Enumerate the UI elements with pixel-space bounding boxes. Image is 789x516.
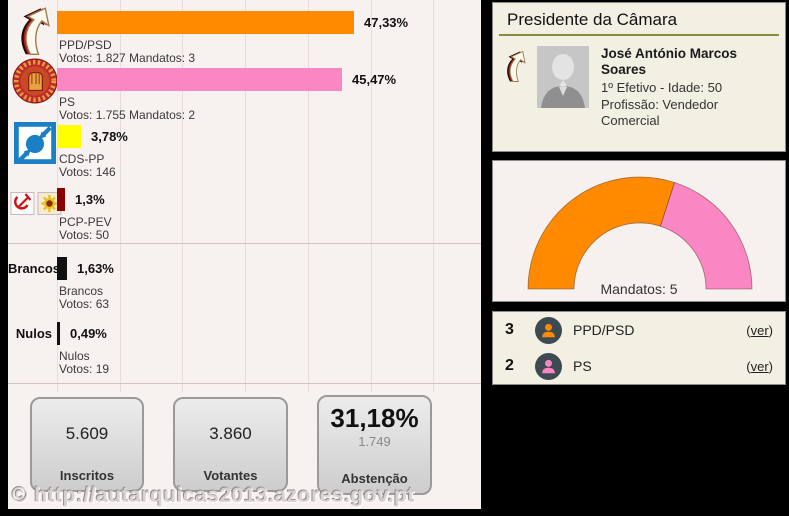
president-panel: Presidente da Câmara José António Marcos…: [492, 2, 786, 152]
donut-segment-ps: [659, 181, 753, 290]
mandates-count-ps: 2: [505, 357, 514, 374]
mandates-donut-chart: [520, 171, 760, 296]
candidate-name: José António Marcos Soares: [601, 46, 738, 78]
result-bar-pcp-pev: [57, 188, 65, 211]
gridline-40pct: [308, 0, 309, 392]
mandates-row-ppd-psd: 3 PPD/PSD (ver): [493, 312, 785, 348]
votes-nulos: Votos: 19: [59, 362, 110, 376]
mandates-total-label: Mandatos: 5: [600, 281, 678, 297]
cds-logo-icon: [14, 122, 56, 164]
pct-label-ps: 45,47%: [352, 72, 397, 87]
candidate-photo-placeholder: [537, 46, 589, 129]
party-name-cds-pp: CDS-PP: [59, 152, 105, 166]
pct-label-ppd-psd: 47,33%: [364, 15, 409, 30]
candidate-position: 1º Efetivo - Idade: 50: [601, 80, 723, 96]
result-bar-brancos: [57, 257, 67, 280]
party-name-pcp-pev: PCP-PEV: [59, 215, 112, 229]
gridline-30pct: [245, 0, 246, 392]
abstencao-label: Abstenção: [341, 471, 408, 486]
result-bar-cds-pp: [57, 125, 81, 148]
inscritos-box: 5.609 Inscritos: [30, 397, 144, 492]
psd-logo-icon: [499, 46, 533, 129]
mandates-count-ppd-psd: 3: [505, 321, 514, 338]
inscritos-label: Inscritos: [59, 468, 115, 483]
votes-brancos: Votos: 63: [59, 297, 110, 311]
mandates-gauge-panel: Mandatos: 5: [492, 160, 786, 302]
abstencao-box: 31,18% 1.749 Abstenção: [317, 395, 432, 495]
result-bar-nulos: [57, 322, 60, 345]
ps-logo-icon: [12, 58, 58, 104]
ver-link-ppd-psd[interactable]: (ver): [746, 322, 773, 338]
gridline-20pct: [182, 0, 183, 392]
votes-cds-pp: Votos: 146: [59, 165, 116, 179]
section-divider: [8, 383, 481, 384]
votes-ps: Votos: 1.755 Mandatos: 2: [59, 108, 196, 122]
votes-ppd-psd: Votos: 1.827 Mandatos: 3: [59, 51, 196, 65]
psd-logo-icon: [12, 6, 58, 57]
pct-label-cds-pp: 3,78%: [91, 129, 128, 144]
votantes-label: Votantes: [203, 468, 258, 483]
party-name-brancos: Brancos: [59, 284, 104, 298]
result-bar-ppd-psd: [57, 11, 354, 34]
pct-label-pcp-pev: 1,3%: [75, 192, 105, 207]
gridline-60pct: [433, 0, 434, 392]
votantes-box: 3.860 Votantes: [173, 397, 288, 492]
section-divider: [8, 243, 481, 244]
abstencao-count: 1.749: [358, 434, 391, 450]
mandates-row-ps: 2 PS (ver): [493, 348, 785, 384]
party-name-nulos: Nulos: [59, 349, 90, 363]
pcp-logo-icon: [10, 192, 63, 215]
abstencao-value: 31,18%: [330, 403, 419, 433]
mandates-list-panel: 3 PPD/PSD (ver) 2 PS (ver): [492, 311, 786, 385]
votes-pcp-pev: Votos: 50: [59, 228, 110, 242]
votantes-value: 3.860: [209, 423, 252, 443]
donut-segment-ppd-psd: [527, 176, 676, 290]
watermark: © http://autarquicas2013.azores.gov.pt: [12, 484, 415, 507]
candidate-profession: Profissão: Vendedor Comercial: [601, 96, 719, 128]
results-panel: 47,33% PPD/PSD Votos: 1.827 Mandatos: 3 45…: [8, 0, 481, 509]
mandates-party-ps: PS: [573, 358, 592, 374]
heading-rule: [499, 34, 779, 36]
inscritos-value: 5.609: [65, 423, 109, 443]
gridline-10pct: [120, 0, 121, 392]
ppd-psd-person-icon: [535, 316, 562, 344]
ver-link-ps[interactable]: (ver): [746, 358, 773, 374]
gridline-50pct: [371, 0, 372, 392]
president-heading: Presidente da Câmara: [507, 10, 678, 29]
nulos-side-label: Nulos: [15, 326, 52, 341]
pct-label-brancos: 1,63%: [77, 261, 114, 276]
mandates-party-ppd-psd: PPD/PSD: [573, 322, 635, 338]
pct-label-nulos: 0,49%: [70, 326, 107, 341]
ps-person-icon: [535, 352, 562, 380]
result-bar-ps: [57, 68, 342, 91]
party-name-ps: PS: [59, 95, 76, 109]
brancos-side-label: Brancos: [8, 261, 61, 276]
party-name-ppd-psd: PPD/PSD: [59, 38, 112, 52]
